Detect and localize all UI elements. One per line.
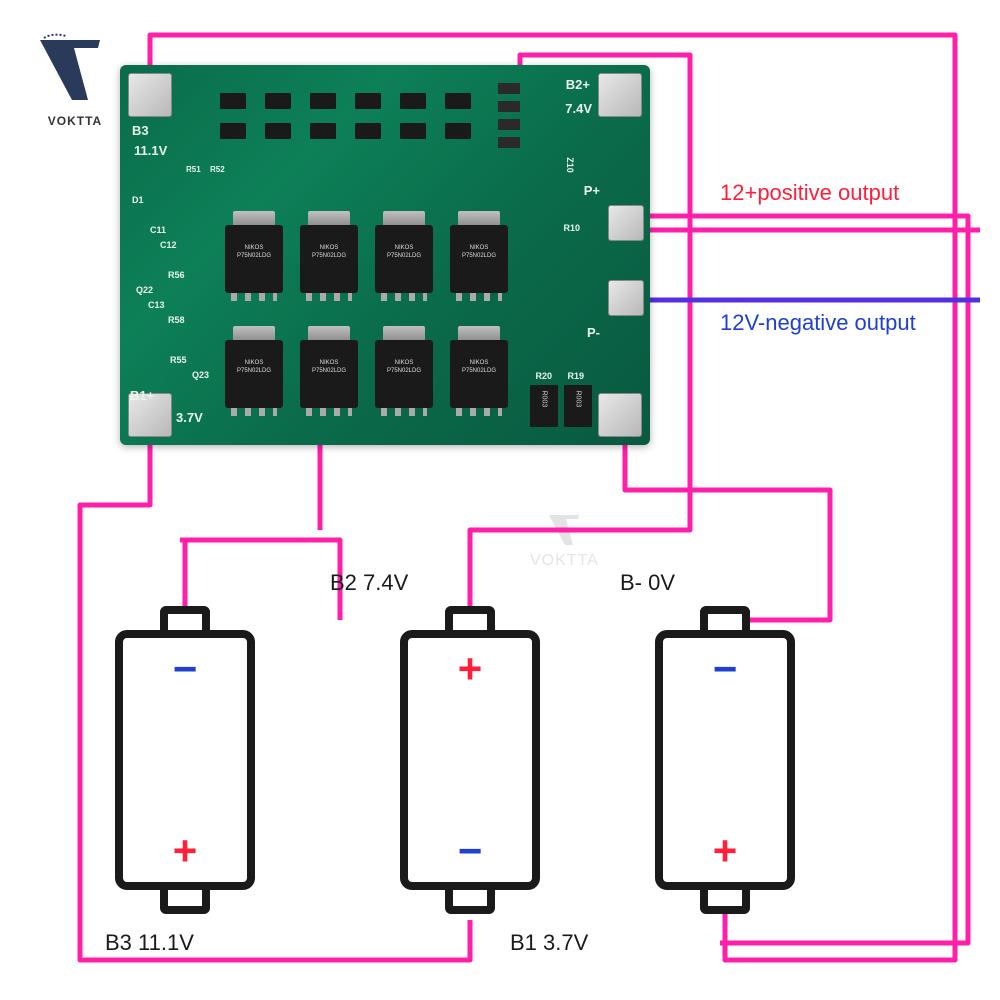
silk-r20: R20 — [535, 371, 552, 381]
pcb-pad-b3 — [128, 73, 172, 117]
caption-b2: B2 7.4V — [330, 570, 408, 596]
silk-r55: R55 — [170, 355, 187, 365]
mosfet: NIKOSP75N02LDG — [375, 340, 433, 408]
smd-ic — [310, 123, 336, 139]
smd-r — [498, 137, 520, 148]
battery-terminal-bottom — [160, 882, 210, 914]
silk-r56: R56 — [168, 270, 185, 280]
pcb-pad-b2plus — [598, 73, 642, 117]
battery-sign-top: − — [713, 648, 738, 690]
sense-resistor: R003 — [564, 385, 592, 427]
smd-ic — [265, 93, 291, 109]
silk-r51: R51 — [186, 165, 201, 174]
smd-ic — [355, 93, 381, 109]
mosfet: NIKOSP75N02LDG — [375, 225, 433, 293]
battery-sign-top: − — [173, 648, 198, 690]
smd-r — [498, 83, 520, 94]
silk-q23: Q23 — [192, 370, 209, 380]
silk-c11: C11 — [150, 225, 166, 235]
smd-ic — [400, 93, 426, 109]
silk-q22: Q22 — [136, 285, 153, 295]
mosfet: NIKOSP75N02LDG — [450, 225, 508, 293]
silk-c13: C13 — [148, 300, 165, 310]
smd-ic — [220, 93, 246, 109]
silk-r58: R58 — [168, 315, 185, 325]
silk-pminus: P- — [587, 325, 600, 340]
smd-ic — [445, 93, 471, 109]
mosfet: NIKOSP75N02LDG — [225, 225, 283, 293]
pcb-pad-pplus — [608, 205, 644, 241]
smd-r — [498, 119, 520, 130]
pcb-pad-b1plus — [128, 393, 172, 437]
battery-terminal-bottom — [445, 882, 495, 914]
smd-ic — [355, 123, 381, 139]
silk-pplus: P+ — [584, 183, 600, 198]
caption-bminus: B- 0V — [620, 570, 675, 596]
pcb-pad-bminus — [598, 393, 642, 437]
smd-ic — [310, 93, 336, 109]
silk-7v: 7.4V — [565, 101, 592, 116]
pcb-board: B3 11.1V B2+ 7.4V P+ P- B1+ 3.7V B- D1 C… — [120, 65, 650, 445]
label-negative-output: 12V-negative output — [720, 310, 916, 336]
mosfet: NIKOSP75N02LDG — [225, 340, 283, 408]
silk-b3: B3 — [132, 123, 149, 138]
smd-r — [498, 101, 520, 112]
mosfet: NIKOSP75N02LDG — [300, 340, 358, 408]
smd-ic — [445, 123, 471, 139]
battery-bat2: +− — [400, 610, 540, 910]
brand-logo: VOKTTA — [30, 30, 120, 140]
label-positive-output: 12+positive output — [720, 180, 899, 206]
silk-11v: 11.1V — [134, 143, 167, 158]
silk-z10: Z10 — [565, 157, 575, 173]
caption-b3: B3 11.1V — [105, 930, 194, 956]
watermark: VOKTTA — [530, 510, 599, 570]
smd-ic — [265, 123, 291, 139]
silk-r10: R10 — [563, 223, 580, 233]
battery-sign-bottom: + — [173, 830, 198, 872]
battery-bat3: −+ — [115, 610, 255, 910]
battery-bat1: −+ — [655, 610, 795, 910]
silk-d1: D1 — [132, 195, 144, 205]
smd-ic — [220, 123, 246, 139]
caption-b1: B1 3.7V — [510, 930, 588, 956]
silk-3v: 3.7V — [176, 410, 203, 425]
smd-ic — [400, 123, 426, 139]
silk-b2plus: B2+ — [566, 77, 590, 92]
battery-sign-bottom: − — [458, 830, 483, 872]
logo-badge — [30, 30, 110, 110]
silk-r19: R19 — [567, 371, 584, 381]
silk-c12: C12 — [160, 240, 177, 250]
battery-terminal-bottom — [700, 882, 750, 914]
battery-sign-top: + — [458, 648, 483, 690]
silk-r52: R52 — [210, 165, 225, 174]
pcb-pad-pminus — [608, 280, 644, 316]
mosfet: NIKOSP75N02LDG — [450, 340, 508, 408]
brand-name: VOKTTA — [30, 114, 120, 128]
mosfet: NIKOSP75N02LDG — [300, 225, 358, 293]
sense-resistor: R003 — [530, 385, 558, 427]
battery-sign-bottom: + — [713, 830, 738, 872]
